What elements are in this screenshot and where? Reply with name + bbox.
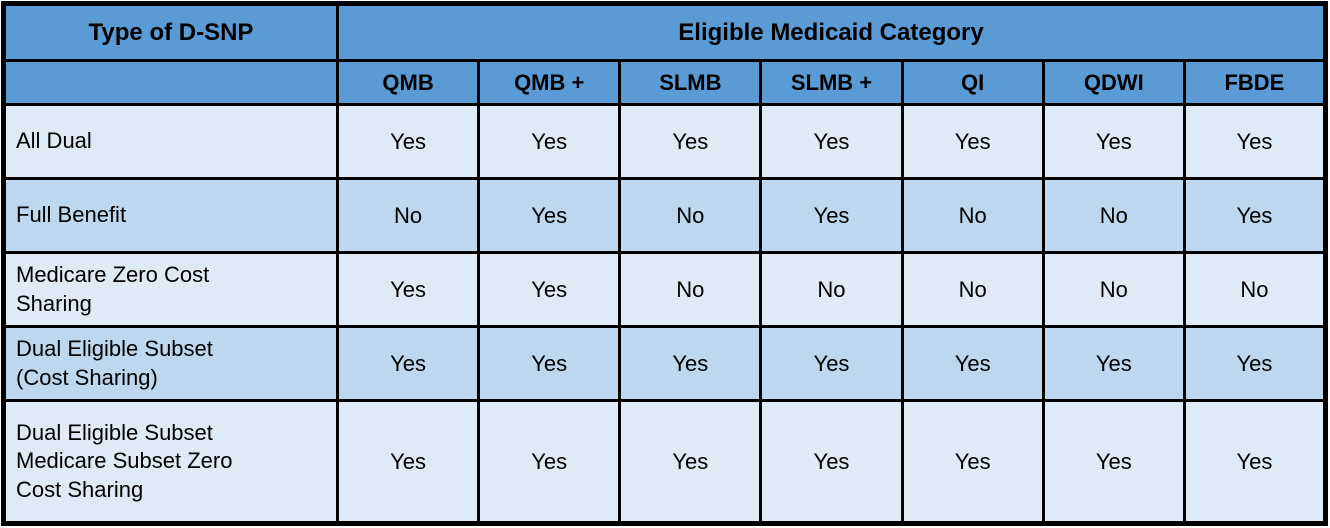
table-row-full-benefit: Full Benefit No Yes No Yes No No Yes [2, 177, 1328, 254]
column-header-qmb: QMB [335, 59, 481, 106]
data-cell: Yes [1182, 325, 1328, 402]
data-cell: Yes [900, 399, 1045, 525]
data-cell: Yes [335, 399, 481, 525]
data-cell: Yes [1182, 103, 1328, 180]
column-header-slmb-plus: SLMB + [759, 59, 904, 106]
column-header-qmb-plus: QMB + [477, 59, 622, 106]
data-cell: Yes [618, 325, 763, 402]
data-cell: Yes [900, 103, 1045, 180]
data-cell: Yes [477, 399, 622, 525]
row-label: Medicare Zero Cost Sharing [2, 251, 339, 328]
table-row-dual-eligible-subset-cost-sharing: Dual Eligible Subset (Cost Sharing) Yes … [2, 325, 1328, 402]
column-header-qdwi: QDWI [1041, 59, 1186, 106]
group-header: Eligible Medicaid Category [336, 2, 1327, 62]
data-cell: Yes [759, 399, 904, 525]
data-cell: Yes [900, 325, 1045, 402]
row-label: Dual Eligible Subset Medicare Subset Zer… [2, 399, 339, 525]
data-cell: Yes [618, 399, 763, 525]
data-cell: Yes [1041, 103, 1186, 180]
data-cell: Yes [759, 325, 904, 402]
column-header-qi: QI [900, 59, 1045, 106]
data-cell: Yes [759, 177, 904, 254]
data-cell: No [335, 177, 481, 254]
header-row-top: Type of D-SNP Eligible Medicaid Category [2, 2, 1327, 62]
data-cell: No [900, 177, 1045, 254]
data-cell: No [618, 177, 763, 254]
table-row-dual-eligible-subset-medicare-subset-zero-cost-sharing: Dual Eligible Subset Medicare Subset Zer… [2, 399, 1328, 525]
table-row-all-dual: All Dual Yes Yes Yes Yes Yes Yes Yes [2, 103, 1328, 180]
row-label: Dual Eligible Subset (Cost Sharing) [2, 325, 339, 402]
corner-header: Type of D-SNP [2, 2, 339, 62]
data-cell: Yes [618, 103, 763, 180]
data-cell: No [900, 251, 1045, 328]
data-cell: Yes [1041, 325, 1186, 402]
data-cell: No [759, 251, 904, 328]
header-row-columns: QMB QMB + SLMB SLMB + QI QDWI FBDE [2, 59, 1328, 106]
data-cell: Yes [335, 103, 481, 180]
data-cell: Yes [1182, 177, 1328, 254]
data-cell: Yes [1041, 399, 1186, 525]
corner-empty-cell [2, 59, 339, 106]
data-cell: Yes [477, 325, 622, 402]
data-cell: Yes [759, 103, 904, 180]
data-cell: No [1182, 251, 1328, 328]
column-header-slmb: SLMB [618, 59, 763, 106]
row-label: All Dual [2, 103, 339, 180]
data-cell: Yes [477, 251, 622, 328]
data-cell: No [1041, 177, 1186, 254]
column-header-fbde: FBDE [1182, 59, 1328, 106]
data-cell: Yes [335, 251, 481, 328]
data-cell: No [618, 251, 763, 328]
row-label: Full Benefit [2, 177, 339, 254]
data-cell: Yes [335, 325, 481, 402]
data-cell: Yes [1182, 399, 1328, 525]
table-row-medicare-zero-cost-sharing: Medicare Zero Cost Sharing Yes Yes No No… [2, 251, 1328, 328]
data-cell: No [1041, 251, 1186, 328]
data-cell: Yes [477, 177, 622, 254]
data-cell: Yes [477, 103, 622, 180]
